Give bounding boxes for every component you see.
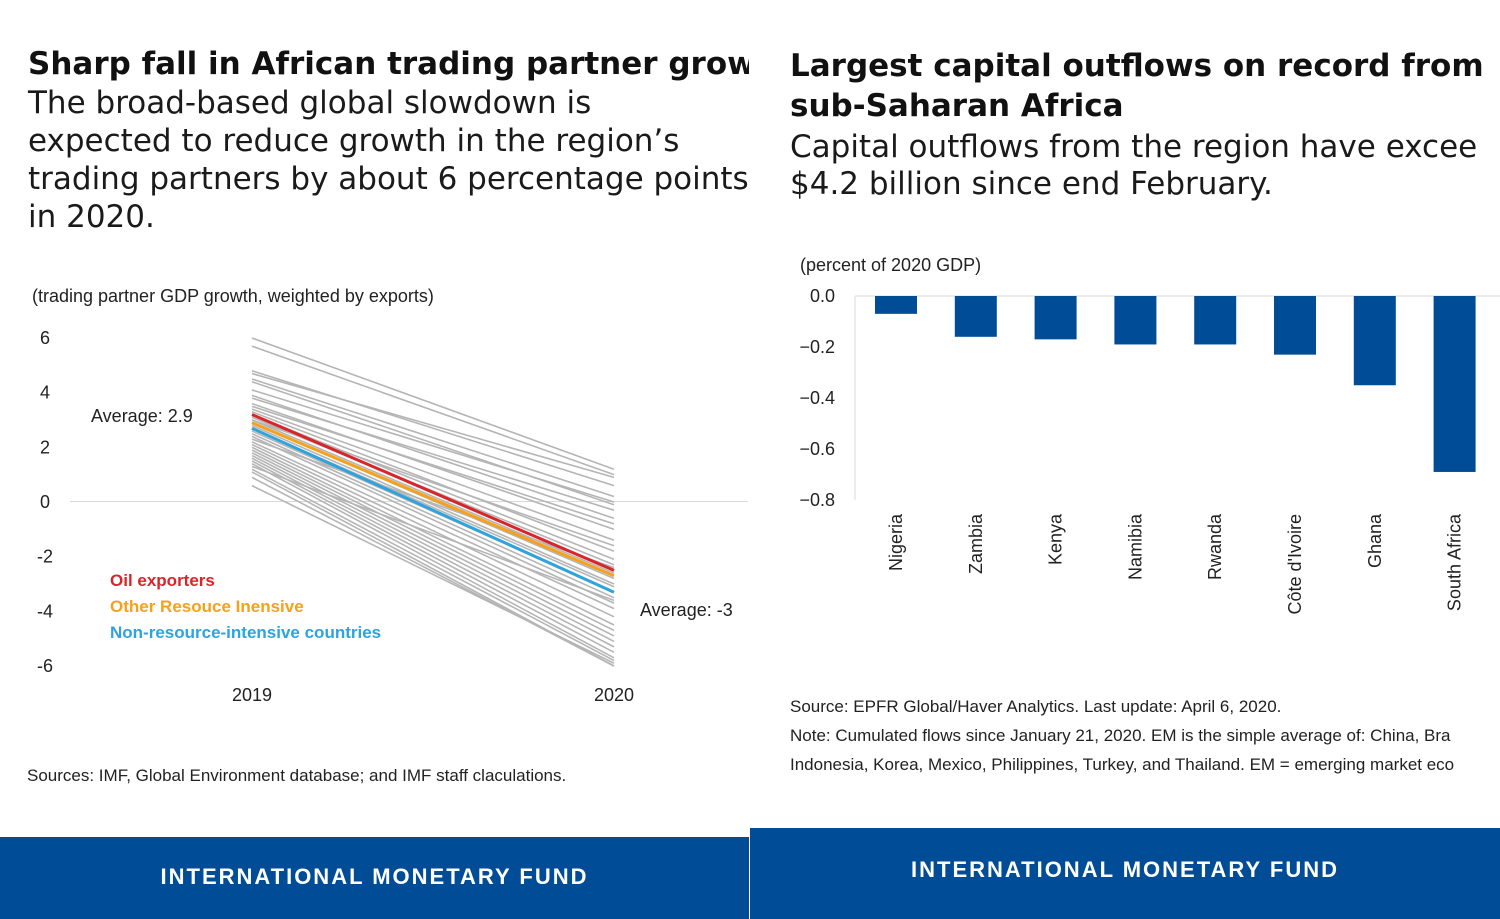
country-line	[251, 449, 615, 632]
left-subtitle-line-1: The broad-based global slowdown is	[28, 85, 592, 121]
left-panel: Sharp fall in African trading partner gr…	[0, 0, 749, 919]
country-line	[251, 446, 615, 626]
country-line	[251, 441, 615, 610]
country-line	[251, 389, 615, 503]
right-footer-label: INTERNATIONAL MONETARY FUND	[911, 857, 1339, 882]
bar	[875, 296, 917, 314]
right-source-line-2: Note: Cumulated flows since January 21, …	[790, 726, 1451, 745]
bar	[1034, 296, 1077, 340]
right-footer-bar: INTERNATIONAL MONETARY FUND	[750, 828, 1500, 919]
bar-category-label: Côte d'Ivoire	[1285, 514, 1305, 615]
country-line	[251, 424, 615, 585]
right-source-line-3: Indonesia, Korea, Mexico, Philippines, T…	[790, 755, 1455, 774]
country-line	[251, 380, 615, 506]
left-chart-title: Sharp fall in African trading partner gr…	[28, 46, 749, 82]
left-footer-bar: INTERNATIONAL MONETARY FUND	[0, 837, 749, 919]
country-line	[251, 378, 615, 498]
country-line	[251, 484, 615, 664]
bar-category-label: Rwanda	[1205, 513, 1225, 580]
country-line	[251, 405, 615, 525]
bar	[1114, 296, 1157, 345]
bar-chart: 0.0 −0.2 −0.4 −0.6 −0.8 Nigeria Zambia Kenya Na…	[799, 286, 1500, 615]
y-tick-label: -4	[37, 601, 53, 621]
highlight-series-line	[251, 426, 615, 594]
bar-category-label: South Africa	[1445, 513, 1465, 611]
x-tick-label: 2020	[594, 685, 634, 705]
country-line	[251, 460, 615, 654]
x-tick-label: 2019	[232, 685, 272, 705]
bar	[954, 296, 997, 337]
country-line	[251, 468, 615, 662]
average-2019-annotation: Average: 2.9	[91, 406, 193, 426]
y-tick-label: -6	[37, 656, 53, 676]
bar-y-tick-label: −0.6	[799, 439, 835, 459]
bar	[1353, 296, 1396, 386]
right-subtitle-line-2: $4.2 billion since end February.	[790, 166, 1273, 202]
left-subtitle-line-2: expected to reduce growth in the region’…	[28, 123, 680, 159]
legend: Oil exporters Other Resouce Inensive Non-r…	[110, 571, 381, 642]
country-line	[251, 457, 615, 648]
country-line	[251, 452, 615, 637]
country-line	[251, 411, 615, 552]
right-panel: Largest capital outflows on record from …	[750, 0, 1500, 919]
country-line	[251, 413, 615, 561]
country-line	[251, 476, 615, 667]
bar-y-tick-label: 0.0	[810, 286, 835, 306]
legend-entry: Other Resouce Inensive	[110, 597, 304, 616]
right-unit-label: (percent of 2020 GDP)	[800, 255, 982, 275]
right-subtitle-line-1: Capital outflows from the region have ex…	[790, 129, 1478, 165]
x-axis-ticks: 2019 2020	[232, 685, 634, 705]
highlight-series-line	[251, 421, 615, 578]
bar	[1433, 296, 1476, 472]
country-line	[251, 402, 615, 531]
highlight-series-lines	[251, 413, 615, 594]
legend-entry: Non-resource-intensive countries	[110, 623, 381, 642]
country-line	[251, 435, 615, 604]
average-2020-annotation: Average: -3	[640, 600, 733, 620]
bar	[1274, 296, 1316, 355]
bar-category-label: Namibia	[1125, 513, 1145, 580]
bar-category-label: Ghana	[1365, 513, 1385, 568]
country-line	[251, 419, 615, 574]
bar-category-label: Kenya	[1046, 513, 1066, 565]
country-line	[251, 370, 615, 487]
bar-category-labels: Nigeria Zambia Kenya Namibia Rwanda Côte d'Iv…	[886, 513, 1465, 614]
bar-y-tick-label: −0.2	[799, 337, 835, 357]
country-line	[251, 337, 615, 470]
right-title-line-2: sub-Saharan Africa	[790, 88, 1124, 124]
line-chart: 6 4 2 0 -2 -4 -6 2019 2020 Average: 2.9 Average…	[37, 328, 748, 705]
country-line	[251, 438, 615, 569]
left-source-note: Sources: IMF, Global Environment databas…	[27, 766, 567, 785]
bar-y-tick-label: −0.4	[799, 388, 835, 408]
y-tick-label: -2	[37, 547, 53, 567]
left-footer-label: INTERNATIONAL MONETARY FUND	[160, 864, 589, 889]
bar-category-label: Nigeria	[886, 513, 906, 571]
legend-entry: Oil exporters	[110, 571, 215, 590]
bars	[875, 296, 1476, 472]
bar	[1194, 296, 1237, 345]
y-tick-label: 6	[40, 328, 50, 348]
bar-y-axis-ticks: 0.0 −0.2 −0.4 −0.6 −0.8	[799, 286, 835, 510]
left-unit-label: (trading partner GDP growth, weighted by…	[32, 286, 434, 306]
right-title-line-1: Largest capital outflows on record from	[790, 48, 1484, 84]
country-line	[251, 345, 615, 476]
bar-category-label: Zambia	[966, 513, 986, 574]
country-line	[251, 465, 615, 602]
country-line	[251, 463, 615, 659]
bar-y-tick-label: −0.8	[799, 490, 835, 510]
y-tick-label: 4	[40, 383, 50, 403]
y-tick-label: 2	[40, 437, 50, 457]
country-line	[251, 443, 615, 618]
country-line	[251, 394, 615, 520]
right-source-line-1: Source: EPFR Global/Haver Analytics. Las…	[790, 697, 1282, 716]
y-tick-label: 0	[40, 492, 50, 512]
country-line	[251, 397, 615, 511]
y-axis-ticks: 6 4 2 0 -2 -4 -6	[37, 328, 53, 676]
left-subtitle-line-4: in 2020.	[28, 199, 155, 235]
country-line	[251, 408, 615, 542]
left-subtitle-line-3: trading partners by about 6 percentage p…	[28, 161, 749, 197]
country-line	[251, 372, 615, 479]
highlight-series-line	[251, 413, 615, 572]
country-line	[251, 454, 615, 643]
